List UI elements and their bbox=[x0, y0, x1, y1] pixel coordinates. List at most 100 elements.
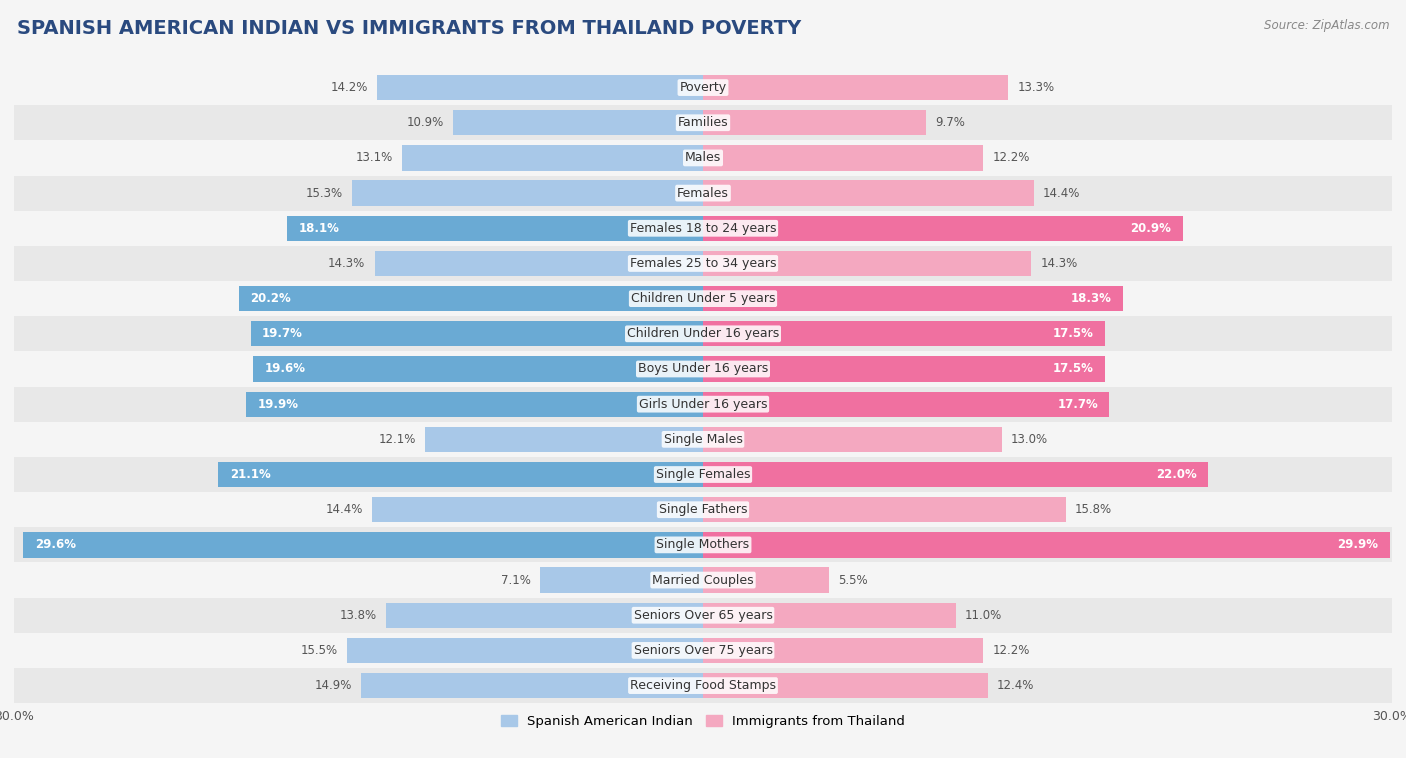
Text: 11.0%: 11.0% bbox=[965, 609, 1002, 622]
Text: Receiving Food Stamps: Receiving Food Stamps bbox=[630, 679, 776, 692]
Text: 14.4%: 14.4% bbox=[1043, 186, 1080, 199]
Text: Females 25 to 34 years: Females 25 to 34 years bbox=[630, 257, 776, 270]
Text: 29.9%: 29.9% bbox=[1337, 538, 1378, 551]
Bar bbox=[14, 597, 1392, 633]
Text: Females: Females bbox=[678, 186, 728, 199]
Text: Single Mothers: Single Mothers bbox=[657, 538, 749, 551]
Bar bbox=[239, 286, 703, 312]
Text: 9.7%: 9.7% bbox=[935, 116, 965, 130]
Bar bbox=[453, 110, 703, 136]
Text: Seniors Over 65 years: Seniors Over 65 years bbox=[634, 609, 772, 622]
Bar bbox=[14, 457, 1392, 492]
Bar bbox=[287, 215, 703, 241]
Bar bbox=[703, 427, 1001, 452]
Bar bbox=[703, 603, 956, 628]
Bar bbox=[14, 140, 1392, 176]
Bar bbox=[14, 281, 1392, 316]
Bar bbox=[14, 176, 1392, 211]
Bar bbox=[14, 387, 1392, 421]
Bar bbox=[703, 146, 983, 171]
Text: Males: Males bbox=[685, 152, 721, 164]
Text: Boys Under 16 years: Boys Under 16 years bbox=[638, 362, 768, 375]
Bar bbox=[352, 180, 703, 205]
Text: Single Males: Single Males bbox=[664, 433, 742, 446]
Text: Girls Under 16 years: Girls Under 16 years bbox=[638, 398, 768, 411]
Text: 12.4%: 12.4% bbox=[997, 679, 1035, 692]
Text: Source: ZipAtlas.com: Source: ZipAtlas.com bbox=[1264, 19, 1389, 32]
Text: 12.1%: 12.1% bbox=[378, 433, 416, 446]
Text: 15.8%: 15.8% bbox=[1076, 503, 1112, 516]
Text: Females 18 to 24 years: Females 18 to 24 years bbox=[630, 222, 776, 235]
Bar bbox=[703, 637, 983, 663]
Bar bbox=[703, 391, 1109, 417]
Text: 17.5%: 17.5% bbox=[1053, 362, 1094, 375]
Text: 12.2%: 12.2% bbox=[993, 152, 1029, 164]
Text: 15.5%: 15.5% bbox=[301, 644, 337, 657]
Bar bbox=[703, 110, 925, 136]
Text: Poverty: Poverty bbox=[679, 81, 727, 94]
Bar bbox=[14, 70, 1392, 105]
Bar bbox=[377, 75, 703, 100]
Bar bbox=[347, 637, 703, 663]
Legend: Spanish American Indian, Immigrants from Thailand: Spanish American Indian, Immigrants from… bbox=[495, 709, 911, 733]
Bar bbox=[374, 251, 703, 276]
Text: 22.0%: 22.0% bbox=[1156, 468, 1197, 481]
Bar bbox=[250, 321, 703, 346]
Text: SPANISH AMERICAN INDIAN VS IMMIGRANTS FROM THAILAND POVERTY: SPANISH AMERICAN INDIAN VS IMMIGRANTS FR… bbox=[17, 19, 801, 38]
Text: 21.1%: 21.1% bbox=[231, 468, 271, 481]
Text: 14.3%: 14.3% bbox=[1040, 257, 1078, 270]
Bar bbox=[703, 497, 1066, 522]
Text: 19.9%: 19.9% bbox=[257, 398, 298, 411]
Bar bbox=[540, 568, 703, 593]
Bar bbox=[361, 673, 703, 698]
Text: 13.0%: 13.0% bbox=[1011, 433, 1047, 446]
Text: 10.9%: 10.9% bbox=[406, 116, 443, 130]
Text: 29.6%: 29.6% bbox=[35, 538, 76, 551]
Text: 15.3%: 15.3% bbox=[305, 186, 343, 199]
Text: 18.3%: 18.3% bbox=[1071, 292, 1112, 305]
Bar bbox=[703, 673, 988, 698]
Bar bbox=[246, 391, 703, 417]
Text: Families: Families bbox=[678, 116, 728, 130]
Bar bbox=[703, 356, 1105, 382]
Text: 20.9%: 20.9% bbox=[1130, 222, 1171, 235]
Text: Single Fathers: Single Fathers bbox=[659, 503, 747, 516]
Text: 17.5%: 17.5% bbox=[1053, 327, 1094, 340]
Bar bbox=[425, 427, 703, 452]
Bar bbox=[703, 568, 830, 593]
Bar bbox=[703, 251, 1032, 276]
Bar bbox=[703, 180, 1033, 205]
Text: 20.2%: 20.2% bbox=[250, 292, 291, 305]
Text: 17.7%: 17.7% bbox=[1057, 398, 1098, 411]
Text: Married Couples: Married Couples bbox=[652, 574, 754, 587]
Bar bbox=[14, 246, 1392, 281]
Bar bbox=[703, 462, 1208, 487]
Bar bbox=[703, 532, 1389, 558]
Bar bbox=[14, 211, 1392, 246]
Bar bbox=[24, 532, 703, 558]
Bar bbox=[14, 562, 1392, 597]
Text: 12.2%: 12.2% bbox=[993, 644, 1029, 657]
Text: 14.4%: 14.4% bbox=[326, 503, 363, 516]
Text: 13.1%: 13.1% bbox=[356, 152, 392, 164]
Text: Single Females: Single Females bbox=[655, 468, 751, 481]
Bar bbox=[14, 668, 1392, 703]
Bar bbox=[373, 497, 703, 522]
Text: 18.1%: 18.1% bbox=[299, 222, 340, 235]
Text: 19.6%: 19.6% bbox=[264, 362, 305, 375]
Bar bbox=[14, 633, 1392, 668]
Bar bbox=[703, 75, 1008, 100]
Text: Seniors Over 75 years: Seniors Over 75 years bbox=[634, 644, 772, 657]
Bar bbox=[14, 105, 1392, 140]
Bar bbox=[14, 352, 1392, 387]
Text: Children Under 16 years: Children Under 16 years bbox=[627, 327, 779, 340]
Bar bbox=[387, 603, 703, 628]
Bar bbox=[402, 146, 703, 171]
Bar bbox=[253, 356, 703, 382]
Text: 7.1%: 7.1% bbox=[501, 574, 531, 587]
Bar bbox=[14, 528, 1392, 562]
Bar bbox=[14, 316, 1392, 352]
Text: 19.7%: 19.7% bbox=[262, 327, 302, 340]
Bar bbox=[703, 321, 1105, 346]
Text: Children Under 5 years: Children Under 5 years bbox=[631, 292, 775, 305]
